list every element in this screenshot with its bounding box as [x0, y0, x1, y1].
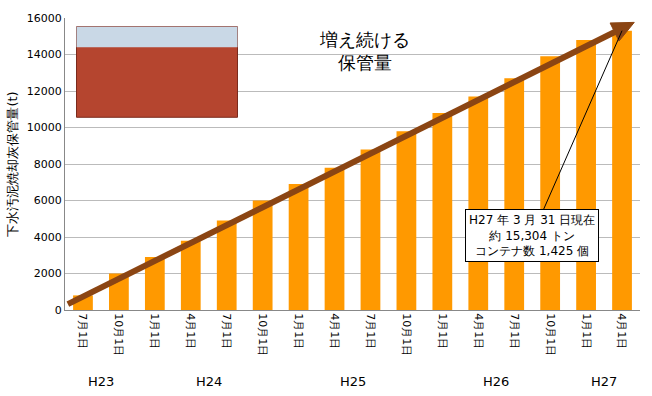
svg-text:1月1日: 1月1日	[292, 313, 305, 349]
svg-text:10月1日: 10月1日	[400, 313, 413, 356]
svg-text:7月1日: 7月1日	[220, 313, 233, 349]
svg-text:1月1日: 1月1日	[436, 313, 449, 349]
svg-text:10月1日: 10月1日	[256, 313, 269, 356]
svg-text:H27: H27	[591, 374, 617, 389]
svg-text:H24: H24	[196, 374, 222, 389]
svg-text:7月1日: 7月1日	[364, 313, 377, 349]
svg-text:4000: 4000	[34, 231, 62, 244]
svg-text:下水汚泥焼却灰保管量(t): 下水汚泥焼却灰保管量(t)	[5, 91, 20, 236]
svg-text:2000: 2000	[34, 267, 62, 280]
svg-text:1月1日: 1月1日	[580, 313, 593, 349]
svg-text:7月1日: 7月1日	[508, 313, 521, 349]
svg-text:H23: H23	[88, 374, 114, 389]
svg-text:0: 0	[55, 304, 62, 317]
svg-text:10月1日: 10月1日	[112, 313, 125, 356]
svg-text:1月1日: 1月1日	[148, 313, 161, 349]
svg-text:4月1日: 4月1日	[328, 313, 341, 349]
svg-text:10000: 10000	[27, 121, 62, 134]
svg-text:H26: H26	[483, 374, 509, 389]
svg-text:10月1日: 10月1日	[544, 313, 557, 356]
svg-text:4月1日: 4月1日	[184, 313, 197, 349]
svg-text:H25: H25	[340, 374, 366, 389]
svg-text:6000: 6000	[34, 194, 62, 207]
svg-text:8000: 8000	[34, 158, 62, 171]
svg-text:増え続ける保管量: 増え続ける保管量	[319, 29, 410, 73]
svg-text:12000: 12000	[27, 85, 62, 98]
svg-text:H27 年 3 月 31 日現在約 15,304 トンコンテ: H27 年 3 月 31 日現在約 15,304 トンコンテナ数 1,425 個	[469, 213, 595, 258]
svg-text:14000: 14000	[27, 48, 62, 61]
svg-text:4月1日: 4月1日	[615, 313, 628, 349]
svg-text:16000: 16000	[27, 12, 62, 25]
svg-text:7月1日: 7月1日	[76, 313, 89, 349]
svg-text:4月1日: 4月1日	[472, 313, 485, 349]
